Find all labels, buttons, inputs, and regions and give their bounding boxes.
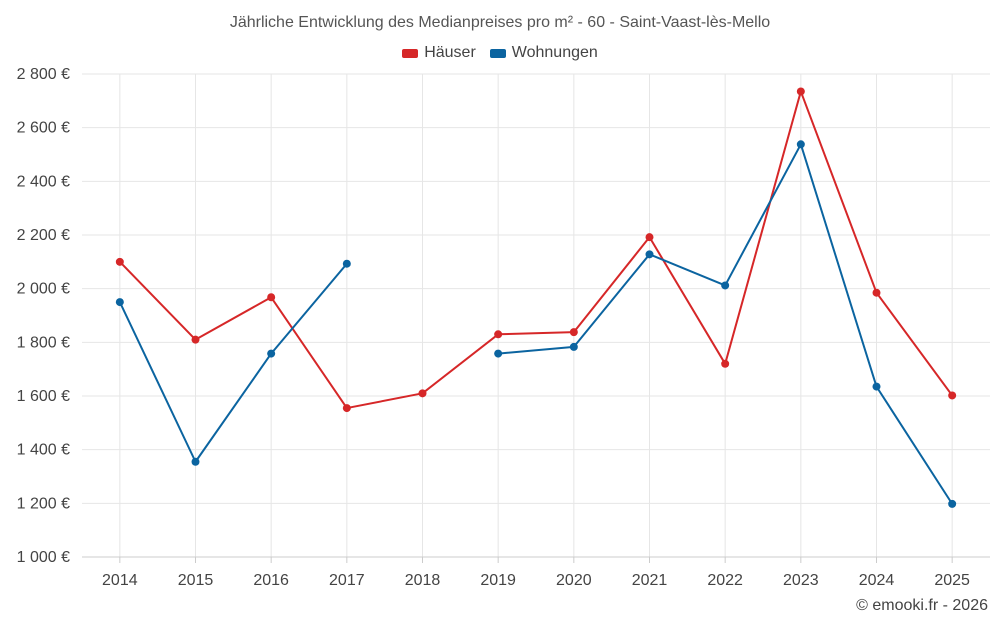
y-tick-label: 2 000 € xyxy=(17,281,70,298)
y-tick-label: 1 800 € xyxy=(17,334,70,351)
x-tick-label: 2023 xyxy=(783,572,819,589)
y-tick-label: 2 200 € xyxy=(17,227,70,244)
data-point-houses xyxy=(267,293,276,302)
series-houses xyxy=(115,87,957,413)
legend-item-houses[interactable]: Häuser xyxy=(402,44,476,62)
y-tick-label: 1 400 € xyxy=(17,442,70,459)
data-point-apartments xyxy=(569,342,578,351)
x-tick-label: 2024 xyxy=(859,572,895,589)
data-point-houses xyxy=(418,389,427,398)
x-tick-label: 2021 xyxy=(632,572,668,589)
series-line-apartments xyxy=(118,263,348,463)
data-point-apartments xyxy=(494,349,503,358)
chart-legend: Häuser Wohnungen xyxy=(0,44,1000,62)
series-apartments xyxy=(115,140,957,508)
y-tick-label: 1 200 € xyxy=(17,495,70,512)
data-point-apartments xyxy=(872,382,881,391)
data-point-apartments xyxy=(796,140,805,149)
data-point-houses xyxy=(569,328,578,337)
x-tick-label: 2022 xyxy=(707,572,743,589)
data-point-houses xyxy=(796,87,805,96)
data-point-houses xyxy=(494,330,503,339)
x-tick-label: 2019 xyxy=(480,572,516,589)
legend-label-apartments: Wohnungen xyxy=(511,44,598,61)
y-tick-label: 1 600 € xyxy=(17,388,70,405)
x-tick-label: 2025 xyxy=(934,572,970,589)
data-point-houses xyxy=(721,359,730,368)
legend-label-houses: Häuser xyxy=(424,44,476,61)
x-tick-label: 2018 xyxy=(405,572,441,589)
series-line-houses xyxy=(119,90,953,410)
data-point-houses xyxy=(191,335,200,344)
data-point-apartments xyxy=(115,298,124,307)
data-point-apartments xyxy=(342,259,351,268)
x-tick-label: 2016 xyxy=(253,572,289,589)
chart-title: Jährliche Entwicklung des Medianpreises … xyxy=(229,14,771,31)
data-point-apartments xyxy=(948,499,957,508)
x-tick-label: 2017 xyxy=(329,572,365,589)
data-point-houses xyxy=(872,288,881,297)
x-tick-label: 2020 xyxy=(556,572,592,589)
data-point-apartments xyxy=(721,281,730,290)
y-tick-label: 1 000 € xyxy=(17,549,70,566)
data-point-houses xyxy=(115,257,124,266)
x-tick-label: 2014 xyxy=(102,572,138,589)
y-tick-label: 2 600 € xyxy=(17,120,70,137)
copyright-credit: © emooki.fr - 2026 xyxy=(856,597,988,614)
y-tick-label: 2 800 € xyxy=(17,66,70,83)
legend-swatch-apartments xyxy=(489,48,506,58)
data-point-apartments xyxy=(645,250,654,259)
data-point-apartments xyxy=(191,457,200,466)
legend-swatch-houses xyxy=(402,48,419,58)
legend-item-apartments[interactable]: Wohnungen xyxy=(489,44,598,62)
data-point-apartments xyxy=(267,349,276,358)
y-tick-label: 2 400 € xyxy=(17,173,70,190)
data-point-houses xyxy=(342,404,351,413)
x-tick-label: 2015 xyxy=(178,572,214,589)
data-point-houses xyxy=(645,233,654,242)
data-point-houses xyxy=(948,391,957,400)
